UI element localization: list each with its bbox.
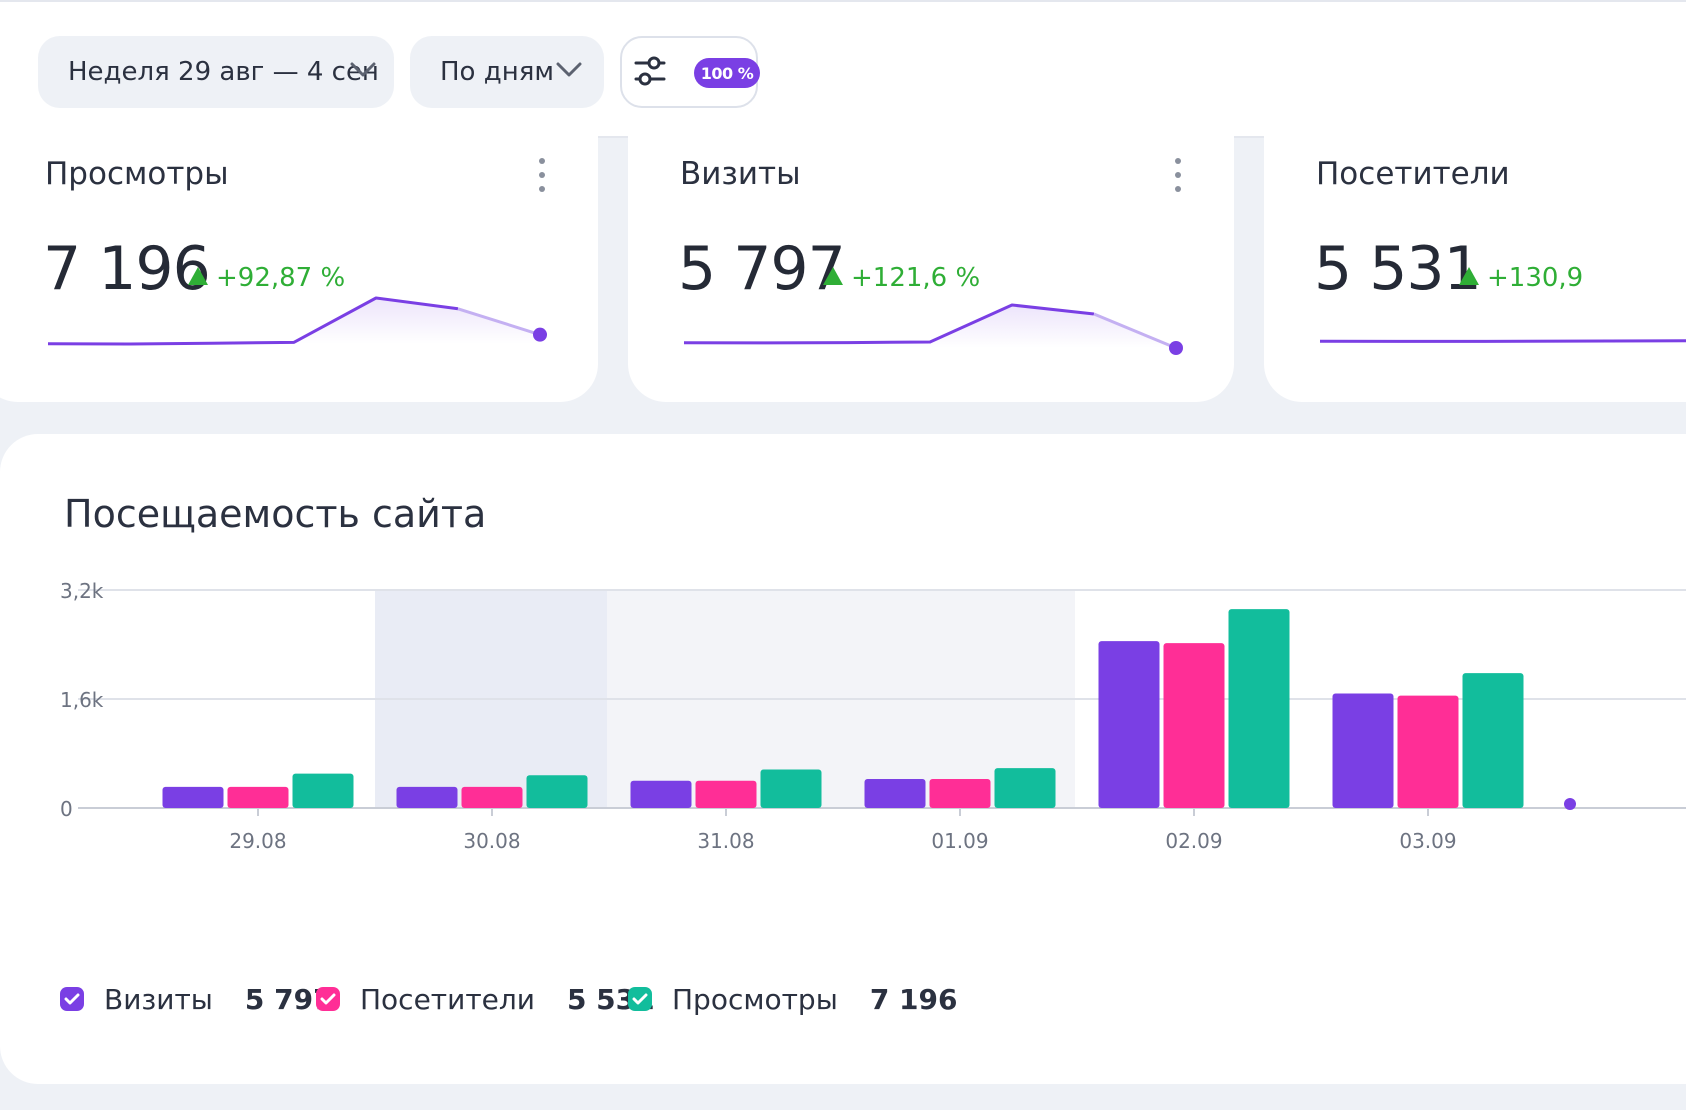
bar-31.08-1	[695, 780, 757, 808]
partial-day-marker	[1564, 798, 1576, 810]
bar-01.09-1	[929, 779, 991, 808]
metric-delta: +92,87 %	[188, 263, 345, 293]
metric-delta: +121,6 %	[823, 263, 980, 293]
bar-29.08-2	[292, 773, 354, 808]
bar-29.08-1	[227, 786, 289, 808]
sparkline-line-partial	[1093, 312, 1177, 350]
legend-item-pageviews[interactable]: Просмотры 7 196	[628, 979, 958, 1019]
legend-label: Посетители	[360, 982, 535, 1016]
sampling-settings-button[interactable]: 100 %	[620, 36, 760, 108]
grouping-label: По дням	[440, 57, 554, 87]
bar-01.09-2	[994, 768, 1056, 808]
metric-card-pageviews[interactable]: Просмотры 7 196 +92,87 %	[0, 130, 598, 402]
metric-value: 5 797	[678, 234, 846, 304]
arrow-up-icon	[1459, 267, 1479, 285]
metric-card-visits[interactable]: Визиты 5 797 +121,6 %	[628, 130, 1234, 402]
y-tick-label: 1,6k	[60, 688, 104, 712]
metric-title: Просмотры	[45, 156, 229, 192]
x-tick-label: 03.09	[1399, 829, 1456, 853]
legend-total: 7 196	[869, 982, 958, 1016]
bar-30.08-1	[461, 786, 523, 808]
sparkline-line	[47, 296, 459, 346]
x-tick-label: 30.08	[463, 829, 520, 853]
checkbox-checked-icon[interactable]	[628, 987, 652, 1011]
grouping-selector[interactable]: По дням	[410, 36, 604, 108]
metric-title: Визиты	[680, 156, 801, 192]
card-menu-button[interactable]	[1171, 158, 1185, 198]
sparkline-area	[48, 298, 540, 344]
metric-delta: +130,9	[1459, 263, 1583, 293]
bar-02.09-1	[1163, 643, 1225, 808]
bar-30.08-0	[396, 786, 458, 808]
x-tick-label: 29.08	[229, 829, 286, 853]
sampling-badge: 100 %	[694, 58, 760, 88]
sparkline-visitors	[1319, 339, 1686, 346]
bar-02.09-0	[1098, 641, 1160, 808]
bar-31.08-0	[630, 780, 692, 808]
bar-31.08-2	[760, 769, 822, 808]
bar-03.09-1	[1397, 695, 1459, 808]
x-tick-label: 02.09	[1165, 829, 1222, 853]
card-menu-button[interactable]	[535, 158, 549, 198]
x-tick-label: 01.09	[931, 829, 988, 853]
metric-value: 5 531	[1314, 234, 1482, 304]
top-toolbar: Неделя 29 авг — 4 сен По дням 100 %	[0, 0, 1686, 138]
bar-03.09-2	[1462, 673, 1524, 808]
metric-title: Посетители	[1316, 156, 1510, 192]
sparkline-area	[684, 305, 1176, 348]
checkbox-checked-icon[interactable]	[60, 987, 84, 1011]
sparkline-line-partial	[457, 307, 541, 337]
period-selector[interactable]: Неделя 29 авг — 4 сен	[38, 36, 394, 108]
arrow-up-icon	[188, 267, 208, 285]
y-tick-label: 0	[60, 797, 73, 821]
traffic-panel: Посещаемость сайта 3,2k 1,6k 0 29.08 30.08 31…	[0, 434, 1686, 1084]
panel-title: Посещаемость сайта	[64, 492, 487, 536]
period-label: Неделя 29 авг — 4 сен	[68, 57, 379, 87]
metric-card-visitors[interactable]: Посетители 5 531 +130,9	[1264, 130, 1686, 402]
bar-30.08-2	[526, 775, 588, 808]
checkbox-checked-icon[interactable]	[316, 987, 340, 1011]
arrow-up-icon	[823, 267, 843, 285]
legend-label: Просмотры	[672, 982, 838, 1016]
sparkline-current-point	[533, 327, 547, 342]
sliders-icon	[634, 56, 666, 86]
bar-02.09-2	[1228, 609, 1290, 808]
sparkline-pageviews	[47, 296, 547, 346]
y-tick-label: 3,2k	[60, 579, 104, 603]
traffic-bar-chart: 3,2k 1,6k 0 29.08 30.08 31.08 01.09 02.09 03.09	[60, 579, 1686, 853]
x-tick-label: 31.08	[697, 829, 754, 853]
chevron-down-icon	[350, 62, 376, 77]
sparkline-visits	[683, 303, 1183, 355]
legend-item-visits[interactable]: Визиты 5 797	[60, 979, 333, 1019]
bar-29.08-0	[162, 786, 224, 808]
bar-03.09-0	[1332, 693, 1394, 808]
bar-01.09-0	[864, 779, 926, 808]
metric-value: 7 196	[43, 234, 211, 304]
sparkline-current-point	[1169, 341, 1183, 355]
chevron-down-icon	[556, 62, 582, 77]
sparkline-line	[1319, 339, 1686, 343]
sparkline-line	[683, 303, 1095, 345]
legend-label: Визиты	[104, 982, 213, 1016]
legend-item-visitors[interactable]: Посетители 5 531	[316, 979, 655, 1019]
